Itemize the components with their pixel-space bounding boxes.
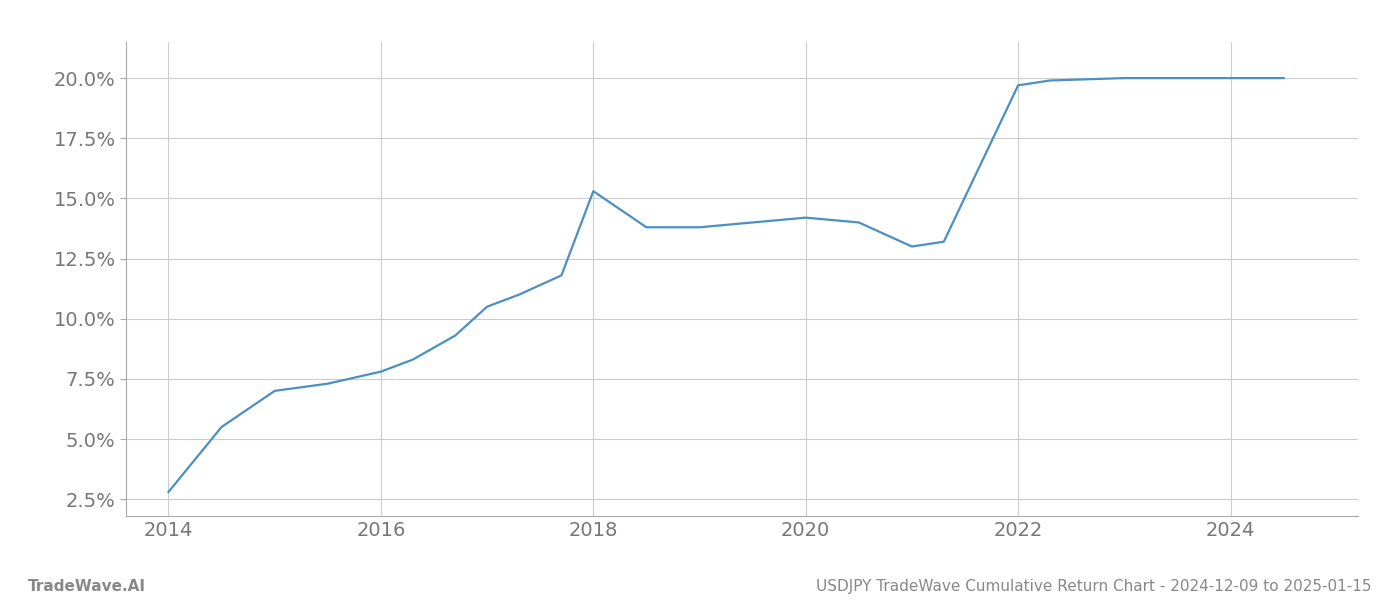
Text: USDJPY TradeWave Cumulative Return Chart - 2024-12-09 to 2025-01-15: USDJPY TradeWave Cumulative Return Chart…	[816, 579, 1372, 594]
Text: TradeWave.AI: TradeWave.AI	[28, 579, 146, 594]
